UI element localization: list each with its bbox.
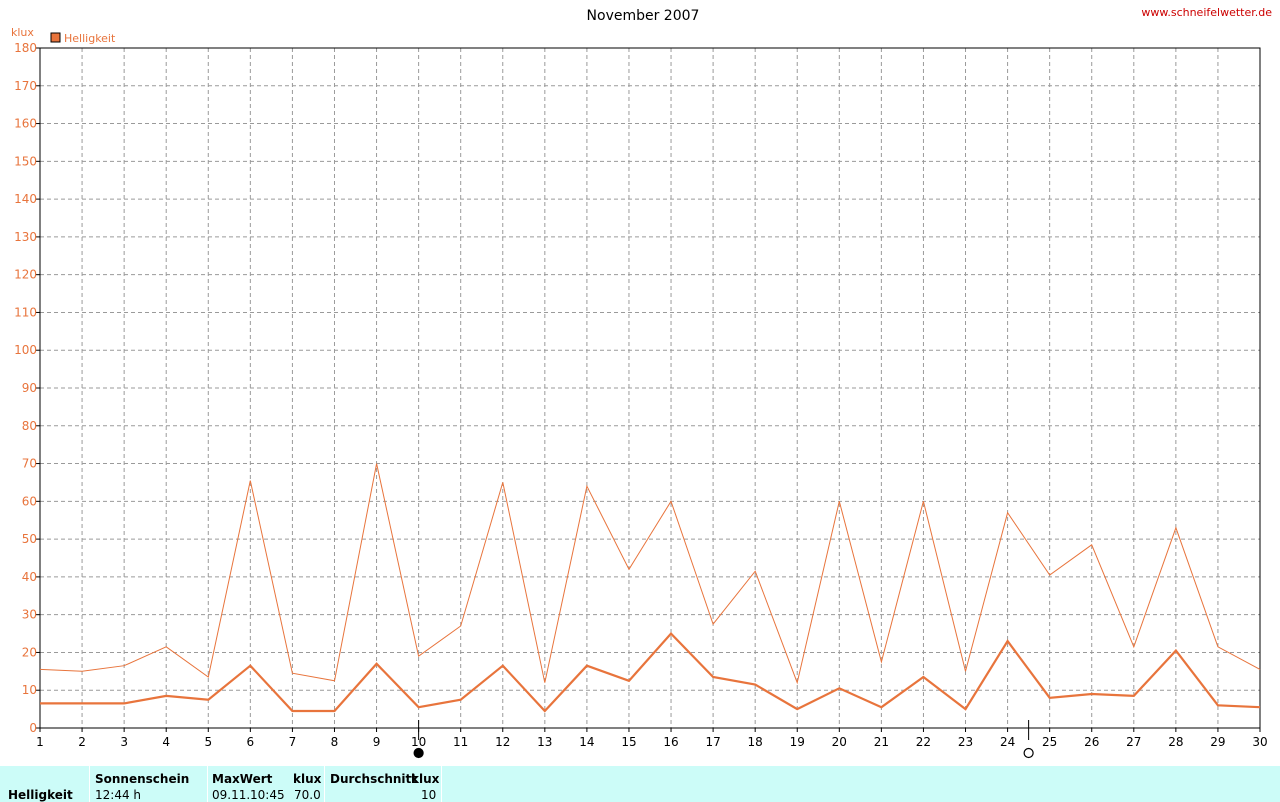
- y-axis-ticks: 0 10 20 30 40 50 60 70 80 90 100 110 120 130 140 150 160…: [14, 41, 40, 735]
- x-axis-ticks: 1 2 3 4 5 6 7 8 9 10 11 12 13 14 15 16 17 18 19 20 21 22 23 24 2…: [36, 728, 1268, 749]
- y-tick-label: 170: [14, 79, 37, 93]
- x-tick-label: 29: [1210, 735, 1225, 749]
- x-tick-label: 8: [331, 735, 339, 749]
- x-tick-label: 19: [790, 735, 805, 749]
- x-tick-label: 9: [373, 735, 381, 749]
- x-tick-label: 1: [36, 735, 44, 749]
- x-tick-label: 3: [120, 735, 128, 749]
- y-tick-label: 90: [22, 381, 37, 395]
- max-time: 10:45: [250, 788, 285, 802]
- y-tick-label: 60: [22, 494, 37, 508]
- x-tick-label: 28: [1168, 735, 1183, 749]
- y-tick-label: 180: [14, 41, 37, 55]
- brightness-chart: November 2007 www.schneifelwetter.de klu…: [11, 6, 1272, 759]
- legend-swatch: [50, 32, 61, 43]
- y-tick-label: 40: [22, 570, 37, 584]
- x-tick-label: 5: [204, 735, 212, 749]
- x-tick-label: 6: [247, 735, 255, 749]
- plot-frame: [39, 47, 1261, 729]
- y-tick-label: 130: [14, 230, 37, 244]
- source-url: www.schneifelwetter.de: [1141, 6, 1272, 19]
- max-brightness-line: [39, 463, 1261, 685]
- grid: [40, 48, 1260, 728]
- y-tick-label: 0: [29, 721, 37, 735]
- average-header: Durchschnitt: [330, 772, 418, 786]
- y-tick-label: 30: [22, 608, 37, 622]
- x-tick-label: 23: [958, 735, 973, 749]
- y-tick-label: 50: [22, 532, 37, 546]
- statistics-bar: Helligkeit Sonnenschein 12:44 h MaxWert …: [0, 766, 1280, 802]
- moon-phase-markers: [413, 720, 1034, 759]
- x-tick-label: 20: [832, 735, 847, 749]
- x-tick-label: 22: [916, 735, 931, 749]
- x-tick-label: 11: [453, 735, 468, 749]
- x-tick-label: 21: [874, 735, 889, 749]
- x-tick-label: 4: [162, 735, 170, 749]
- y-axis-unit: klux: [11, 26, 34, 39]
- y-tick-label: 20: [22, 645, 37, 659]
- x-tick-label: 18: [748, 735, 763, 749]
- series: [39, 463, 1261, 713]
- max-unit: klux: [293, 772, 322, 786]
- sunshine-value: 12:44 h: [95, 788, 142, 802]
- divider: [89, 766, 90, 802]
- x-tick-label: 10: [411, 735, 426, 749]
- divider: [207, 766, 208, 802]
- x-tick-label: 16: [663, 735, 678, 749]
- y-tick-label: 160: [14, 117, 37, 131]
- mean-brightness-line: [40, 631, 1261, 713]
- sunshine-header: Sonnenschein: [95, 772, 190, 786]
- x-tick-label: 2: [78, 735, 86, 749]
- y-tick-label: 120: [14, 268, 37, 282]
- x-tick-label: 30: [1252, 735, 1267, 749]
- max-header: MaxWert: [212, 772, 273, 786]
- divider: [324, 766, 325, 802]
- stats-row-label: Helligkeit: [8, 788, 73, 802]
- y-tick-label: 80: [22, 419, 37, 433]
- max-date: 09.11.: [212, 788, 251, 802]
- x-tick-label: 27: [1126, 735, 1141, 749]
- y-tick-label: 70: [22, 457, 37, 471]
- average-value: 10: [421, 788, 437, 802]
- divider: [441, 766, 442, 802]
- y-tick-label: 150: [14, 154, 37, 168]
- average-unit: klux: [411, 772, 440, 786]
- y-tick-label: 110: [14, 305, 37, 319]
- full-moon-icon: [1023, 747, 1034, 759]
- max-value: 70.0: [294, 788, 321, 802]
- x-tick-label: 24: [1000, 735, 1015, 749]
- x-tick-label: 25: [1042, 735, 1057, 749]
- chart-title: November 2007: [587, 8, 700, 24]
- x-tick-label: 26: [1084, 735, 1099, 749]
- y-tick-label: 10: [22, 683, 37, 697]
- legend-label: Helligkeit: [64, 32, 116, 45]
- x-tick-label: 15: [621, 735, 636, 749]
- x-tick-label: 12: [495, 735, 510, 749]
- y-tick-label: 140: [14, 192, 37, 206]
- x-tick-label: 14: [579, 735, 594, 749]
- x-tick-label: 13: [537, 735, 552, 749]
- new-moon-icon: [413, 747, 424, 759]
- x-tick-label: 17: [705, 735, 720, 749]
- y-tick-label: 100: [14, 343, 37, 357]
- x-tick-label: 7: [289, 735, 297, 749]
